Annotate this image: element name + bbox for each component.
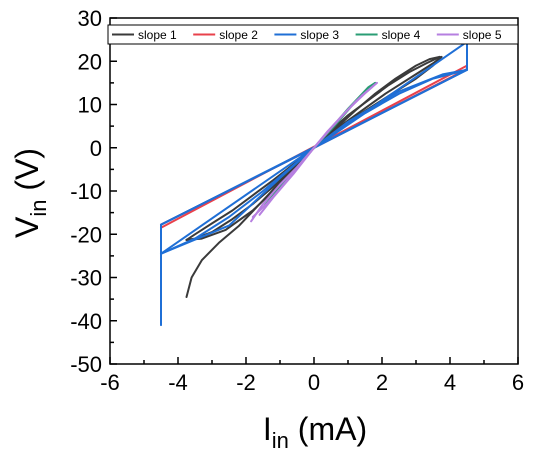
y-axis-title: Vin (V) bbox=[9, 148, 51, 238]
y-tick-label: -10 bbox=[70, 179, 102, 204]
legend-label: slope 3 bbox=[300, 28, 339, 42]
x-tick-label: -4 bbox=[168, 370, 188, 395]
plot-layer bbox=[160, 40, 468, 327]
y-tick-label: -30 bbox=[70, 266, 102, 291]
series-3 bbox=[160, 40, 468, 327]
y-tick-label: -50 bbox=[70, 352, 102, 377]
legend-item-1: slope 1 bbox=[112, 28, 177, 42]
x-axis-title: Iin (mA) bbox=[263, 411, 367, 453]
legend-label: slope 4 bbox=[382, 28, 421, 42]
legend-label: slope 5 bbox=[463, 28, 502, 42]
y-tick-label: 20 bbox=[78, 49, 102, 74]
legend-item-4: slope 4 bbox=[355, 28, 421, 42]
series-5 bbox=[250, 81, 378, 223]
y-tick-label: 0 bbox=[90, 136, 102, 161]
x-axis-title-sub: in bbox=[272, 428, 289, 453]
x-tick-label: -2 bbox=[236, 370, 256, 395]
y-tick-label: -20 bbox=[70, 222, 102, 247]
legend: slope 1 slope 2 slope 3 slope 4 slope 5 bbox=[107, 24, 519, 45]
y-axis-title-unit: (V) bbox=[9, 148, 45, 200]
series-1 bbox=[185, 55, 443, 298]
series-5-line-3 bbox=[258, 86, 373, 216]
y-tick-label: -40 bbox=[70, 309, 102, 334]
legend-item-5: slope 5 bbox=[436, 28, 502, 42]
y-axis-title-sub: in bbox=[26, 200, 51, 217]
legend-item-2: slope 2 bbox=[193, 28, 258, 42]
x-axis-title-main: I bbox=[263, 411, 272, 447]
legend-label: slope 2 bbox=[219, 28, 258, 42]
x-axis-title-unit: (mA) bbox=[289, 411, 367, 447]
y-tick-label: 10 bbox=[78, 93, 102, 118]
x-tick-label: 0 bbox=[308, 370, 320, 395]
y-axis-title-main: V bbox=[9, 216, 45, 238]
legend-item-3: slope 3 bbox=[274, 28, 339, 42]
x-tick-label: 4 bbox=[444, 370, 456, 395]
x-tick-label: 6 bbox=[512, 370, 524, 395]
legend-label: slope 1 bbox=[138, 28, 177, 42]
x-tick-label: 2 bbox=[376, 370, 388, 395]
legend-box bbox=[107, 24, 519, 45]
x-tick-label: -6 bbox=[100, 370, 120, 395]
y-tick-label: 30 bbox=[78, 6, 102, 31]
